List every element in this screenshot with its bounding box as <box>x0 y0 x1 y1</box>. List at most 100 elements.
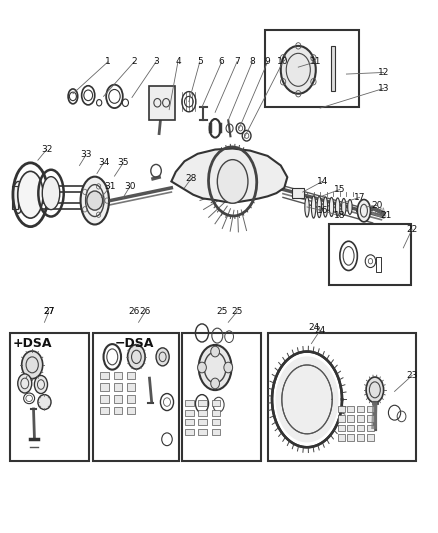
Text: 20: 20 <box>371 201 382 210</box>
Ellipse shape <box>341 198 345 215</box>
Ellipse shape <box>18 171 43 218</box>
Circle shape <box>223 362 232 373</box>
Bar <box>211 400 220 406</box>
Bar <box>211 409 220 416</box>
Bar <box>346 415 353 422</box>
Text: 28: 28 <box>185 174 196 183</box>
Bar <box>127 383 135 391</box>
Bar <box>198 419 207 425</box>
Circle shape <box>210 378 219 389</box>
Ellipse shape <box>217 160 247 203</box>
Text: 26: 26 <box>128 307 140 316</box>
Bar <box>337 406 344 412</box>
Text: 6: 6 <box>218 58 224 66</box>
Text: 30: 30 <box>124 182 135 191</box>
Ellipse shape <box>155 348 169 366</box>
Bar <box>211 429 220 435</box>
Bar <box>198 409 207 416</box>
Text: 11: 11 <box>309 58 321 66</box>
Bar <box>356 406 363 412</box>
Text: 2: 2 <box>131 58 137 66</box>
Ellipse shape <box>357 199 370 222</box>
Text: 22: 22 <box>406 225 417 234</box>
Text: 14: 14 <box>316 177 327 186</box>
Ellipse shape <box>127 345 145 369</box>
Bar <box>366 415 373 422</box>
Text: 4: 4 <box>175 58 180 66</box>
Ellipse shape <box>328 197 333 216</box>
Ellipse shape <box>311 196 315 218</box>
Bar <box>100 407 109 414</box>
Bar <box>337 434 344 441</box>
Bar <box>185 429 194 435</box>
Text: 15: 15 <box>333 185 345 194</box>
Bar <box>100 372 109 379</box>
Bar <box>291 188 303 198</box>
Bar <box>182 333 261 461</box>
Bar <box>264 30 358 107</box>
Text: 34: 34 <box>98 158 109 167</box>
Circle shape <box>197 362 206 373</box>
Bar <box>366 425 373 431</box>
Bar <box>366 434 373 441</box>
Bar <box>149 86 174 120</box>
Ellipse shape <box>21 351 42 378</box>
Bar <box>198 400 207 406</box>
Text: 16: 16 <box>316 206 327 215</box>
Bar <box>113 395 122 402</box>
Ellipse shape <box>42 176 60 209</box>
Text: 27: 27 <box>43 307 54 316</box>
Bar <box>113 372 122 379</box>
Text: 21: 21 <box>379 212 391 221</box>
Bar <box>185 400 194 406</box>
Ellipse shape <box>322 197 327 217</box>
Text: 26: 26 <box>139 307 150 316</box>
Circle shape <box>87 191 102 210</box>
Text: 7: 7 <box>233 58 239 66</box>
Bar <box>366 406 373 412</box>
Text: 1: 1 <box>105 58 110 66</box>
Text: 25: 25 <box>215 307 227 316</box>
Text: 24: 24 <box>307 323 318 332</box>
Bar <box>346 434 353 441</box>
Ellipse shape <box>304 197 308 217</box>
Bar <box>113 383 122 391</box>
Bar <box>267 333 416 461</box>
Text: 32: 32 <box>41 145 52 154</box>
Ellipse shape <box>365 377 383 402</box>
Text: 10: 10 <box>276 58 288 66</box>
Text: 9: 9 <box>264 58 270 66</box>
Ellipse shape <box>280 46 315 94</box>
Bar <box>211 419 220 425</box>
Ellipse shape <box>13 181 24 213</box>
Ellipse shape <box>198 345 231 390</box>
Ellipse shape <box>34 375 47 393</box>
Text: 13: 13 <box>377 84 389 93</box>
Text: 23: 23 <box>406 371 417 380</box>
Ellipse shape <box>316 196 321 217</box>
Bar <box>356 415 363 422</box>
Ellipse shape <box>335 198 339 216</box>
Ellipse shape <box>18 374 32 393</box>
Bar <box>11 333 89 461</box>
Bar <box>356 434 363 441</box>
Circle shape <box>210 346 219 357</box>
Bar <box>198 429 207 435</box>
Bar <box>113 407 122 414</box>
Ellipse shape <box>347 199 351 214</box>
Bar <box>185 409 194 416</box>
Bar <box>127 407 135 414</box>
Bar <box>185 419 194 425</box>
Text: 5: 5 <box>197 58 202 66</box>
Text: −DSA: −DSA <box>115 337 154 350</box>
Text: 24: 24 <box>314 326 325 335</box>
Text: +DSA: +DSA <box>12 337 52 350</box>
Text: 25: 25 <box>231 307 242 316</box>
Bar <box>93 333 178 461</box>
Bar <box>375 257 381 272</box>
Bar <box>127 372 135 379</box>
Text: 18: 18 <box>333 212 345 221</box>
Bar <box>100 383 109 391</box>
Text: 3: 3 <box>153 58 159 66</box>
Text: 17: 17 <box>353 193 364 202</box>
